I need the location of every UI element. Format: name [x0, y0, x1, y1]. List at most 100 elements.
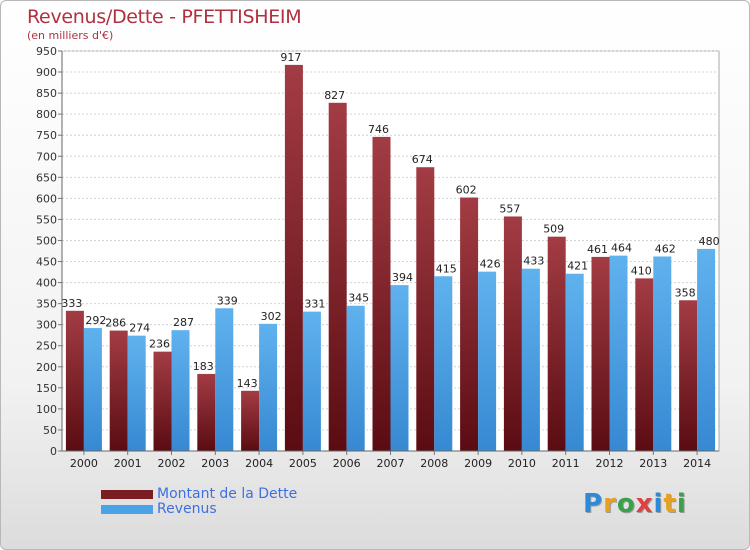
- bar-dette: [328, 102, 347, 451]
- x-tick-label: 2008: [420, 457, 448, 470]
- y-tick-label: 850: [36, 87, 57, 100]
- data-label-dette: 917: [280, 51, 301, 64]
- x-tick-label: 2002: [158, 457, 186, 470]
- y-tick-label: 750: [36, 129, 57, 142]
- bar-dette: [503, 216, 522, 451]
- chart-title: Revenus/Dette - PFETTISHEIM: [27, 6, 302, 28]
- data-label-dette: 461: [587, 243, 608, 256]
- data-label-dette: 827: [324, 89, 345, 102]
- x-tick-label: 2013: [639, 457, 667, 470]
- legend-label-dette: Montant de la Dette: [157, 486, 298, 502]
- bar-revenus: [83, 328, 102, 451]
- y-tick-label: 50: [43, 424, 57, 437]
- data-label-revenus: 345: [348, 292, 369, 305]
- data-label-revenus: 415: [436, 262, 457, 275]
- data-label-dette: 143: [237, 377, 258, 390]
- chart-subtitle: (en milliers d'€): [27, 29, 114, 42]
- data-label-revenus: 287: [173, 316, 194, 329]
- y-tick-label: 100: [36, 403, 57, 416]
- bar-dette: [109, 330, 128, 451]
- x-tick-label: 2005: [289, 457, 317, 470]
- bar-dette: [284, 64, 303, 451]
- data-label-revenus: 462: [655, 242, 676, 255]
- bar-revenus: [434, 276, 453, 451]
- x-tick-label: 2007: [377, 457, 405, 470]
- legend-label-revenus: Revenus: [157, 501, 217, 517]
- bar-revenus: [346, 305, 365, 451]
- bar-revenus: [127, 335, 146, 451]
- logo-letter: x: [635, 489, 654, 519]
- data-label-dette: 557: [499, 202, 520, 215]
- x-tick-label: 2003: [201, 457, 229, 470]
- x-tick-label: 2012: [596, 457, 624, 470]
- data-label-revenus: 421: [567, 260, 588, 273]
- y-tick-label: 600: [36, 192, 57, 205]
- y-tick-label: 400: [36, 277, 57, 290]
- legend-swatch-dette: [101, 490, 153, 499]
- bar-revenus: [390, 285, 409, 451]
- data-label-dette: 286: [105, 317, 126, 330]
- data-label-revenus: 394: [392, 271, 413, 284]
- data-label-dette: 509: [543, 223, 564, 236]
- logo-letter: r: [603, 489, 617, 519]
- y-tick-label: 300: [36, 319, 57, 332]
- data-label-revenus: 331: [304, 298, 325, 311]
- bar-revenus: [171, 330, 190, 451]
- x-tick-label: 2011: [552, 457, 580, 470]
- logo-letter: i: [676, 489, 687, 519]
- bar-revenus: [565, 273, 584, 451]
- bar-dette: [241, 390, 260, 451]
- y-tick-label: 950: [36, 45, 57, 58]
- data-label-dette: 236: [149, 338, 170, 351]
- bar-dette: [416, 167, 435, 452]
- y-tick-label: 150: [36, 382, 57, 395]
- bar-revenus: [302, 311, 321, 451]
- x-tick-label: 2010: [508, 457, 536, 470]
- logo-letter: i: [653, 489, 664, 519]
- bar-revenus: [215, 308, 234, 451]
- logo-letter: t: [663, 489, 677, 519]
- data-label-revenus: 302: [261, 310, 282, 323]
- data-label-revenus: 426: [480, 258, 501, 271]
- x-tick-label: 2009: [464, 457, 492, 470]
- legend-swatch-revenus: [101, 505, 153, 514]
- data-label-dette: 333: [61, 297, 82, 310]
- bar-dette: [65, 310, 84, 451]
- y-tick-label: 800: [36, 108, 57, 121]
- bar-revenus: [478, 271, 497, 451]
- bar-dette: [197, 373, 216, 451]
- logo-letter: o: [616, 489, 636, 519]
- x-tick-label: 2006: [333, 457, 361, 470]
- bar-dette: [635, 278, 654, 451]
- y-tick-label: 350: [36, 298, 57, 311]
- bar-dette: [372, 136, 391, 452]
- data-label-revenus: 339: [217, 294, 238, 307]
- data-label-dette: 183: [193, 360, 214, 373]
- y-tick-label: 650: [36, 171, 57, 184]
- y-tick-label: 450: [36, 256, 57, 269]
- bar-dette: [153, 351, 172, 451]
- logo-letter: P: [583, 489, 604, 519]
- data-label-dette: 358: [675, 286, 696, 299]
- y-tick-label: 0: [50, 445, 57, 458]
- data-label-revenus: 292: [85, 314, 106, 327]
- data-label-revenus: 480: [699, 235, 720, 248]
- data-label-revenus: 433: [523, 255, 544, 268]
- x-tick-label: 2014: [683, 457, 711, 470]
- data-label-revenus: 464: [611, 242, 632, 255]
- x-tick-label: 2000: [70, 457, 98, 470]
- y-tick-label: 250: [36, 340, 57, 353]
- y-tick-label: 900: [36, 66, 57, 79]
- y-tick-label: 500: [36, 234, 57, 247]
- x-tick-label: 2004: [245, 457, 273, 470]
- bar-dette: [547, 236, 566, 451]
- data-label-dette: 674: [412, 153, 433, 166]
- y-tick-label: 700: [36, 150, 57, 163]
- y-tick-label: 550: [36, 213, 57, 226]
- bar-revenus: [521, 268, 540, 451]
- bar-revenus: [609, 255, 628, 451]
- data-label-dette: 410: [631, 264, 652, 277]
- data-label-revenus: 274: [129, 322, 150, 335]
